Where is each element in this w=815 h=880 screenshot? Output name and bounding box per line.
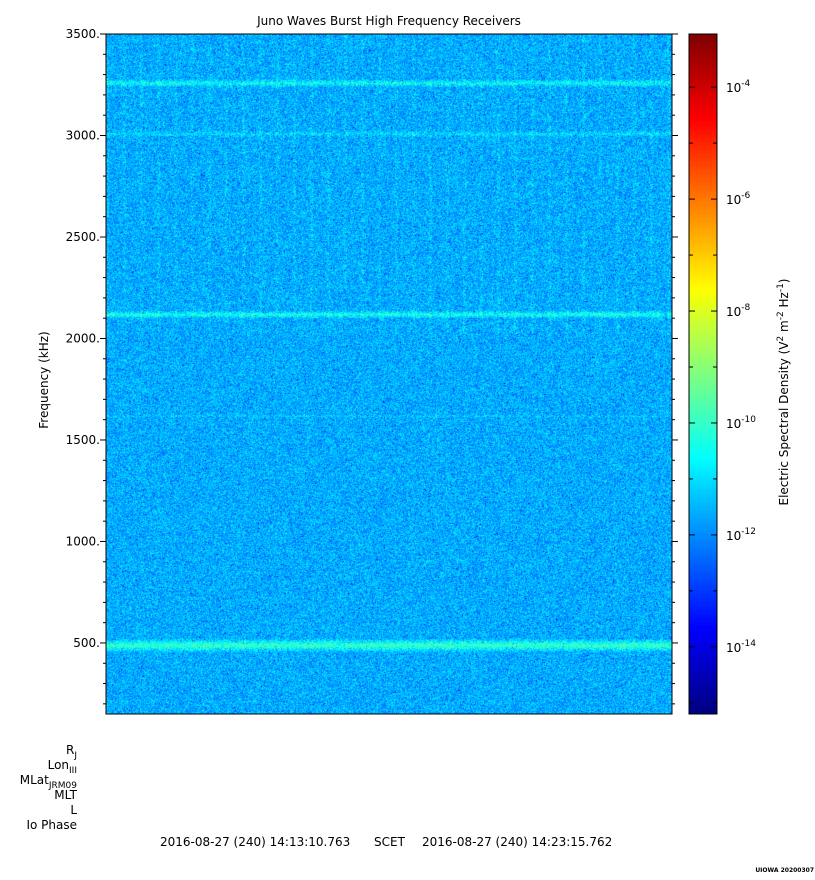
y-tick-label: 2000. <box>66 331 100 345</box>
colorbar-tick-label: 10-12 <box>726 527 756 543</box>
ephemeris-row-label: Io Phase <box>26 818 77 832</box>
colorbar-axis: 10-4 10-6 10-8 10-10 10-12 10-14 <box>689 79 756 704</box>
y-tick-label: 3500. <box>66 27 100 41</box>
colorbar-tick-label: 10-10 <box>726 415 756 431</box>
ephemeris-table: RJ2.702.742.792.842.88LonIII327.00328.10… <box>20 743 78 832</box>
ephemeris-row-label: MLT <box>54 788 77 802</box>
colorbar-tick-label: 10-14 <box>726 639 756 655</box>
y-tick-label: 1000. <box>66 534 100 548</box>
time-range-end: 2016-08-27 (240) 14:23:15.762 <box>422 835 612 849</box>
colorbar-tick-label: 10-8 <box>726 303 751 319</box>
spectrogram-heatmap <box>106 34 672 714</box>
ephemeris-row-label: MLatJRM09 <box>20 773 78 791</box>
footer-credit: UIOWA 20200307 <box>755 867 814 874</box>
y-axis: 3500. 3000. 2500. 2000. 1500. 1000. 500. <box>66 27 678 705</box>
chart-title: Juno Waves Burst High Frequency Receiver… <box>256 14 521 28</box>
colorbar-tick-label: 10-6 <box>726 191 751 207</box>
time-range-start: 2016-08-27 (240) 14:13:10.763 <box>160 835 350 849</box>
time-range-scet: SCET <box>374 835 406 849</box>
y-tick-label: 500. <box>73 636 100 650</box>
ephemeris-row-label: RJ <box>66 743 77 761</box>
colorbar-label: Electric Spectral Density (V2 m-2 Hz-1) <box>776 278 791 505</box>
colorbar-gradient <box>689 34 717 714</box>
y-tick-label: 2500. <box>66 230 100 244</box>
plot-frame <box>105 33 673 715</box>
colorbar-frame <box>688 33 718 715</box>
colorbar-tick-label: 10-4 <box>726 79 751 95</box>
ephemeris-row-label: LonIII <box>48 758 77 776</box>
y-axis-label: Frequency (kHz) <box>37 331 51 428</box>
y-tick-label: 1500. <box>66 433 100 447</box>
y-tick-label: 3000. <box>66 128 100 142</box>
ephemeris-row-label: L <box>70 803 77 817</box>
